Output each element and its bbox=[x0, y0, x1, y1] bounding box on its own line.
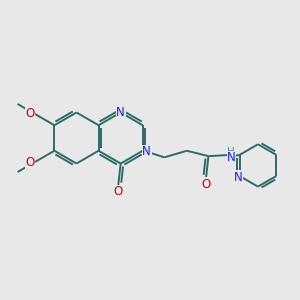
Text: N: N bbox=[116, 106, 125, 119]
Text: O: O bbox=[114, 185, 123, 198]
Text: N: N bbox=[227, 151, 236, 164]
Text: N: N bbox=[142, 145, 151, 158]
Text: N: N bbox=[234, 171, 242, 184]
Text: O: O bbox=[26, 107, 35, 120]
Text: H: H bbox=[227, 147, 235, 157]
Text: O: O bbox=[26, 156, 35, 169]
Text: O: O bbox=[201, 178, 211, 191]
